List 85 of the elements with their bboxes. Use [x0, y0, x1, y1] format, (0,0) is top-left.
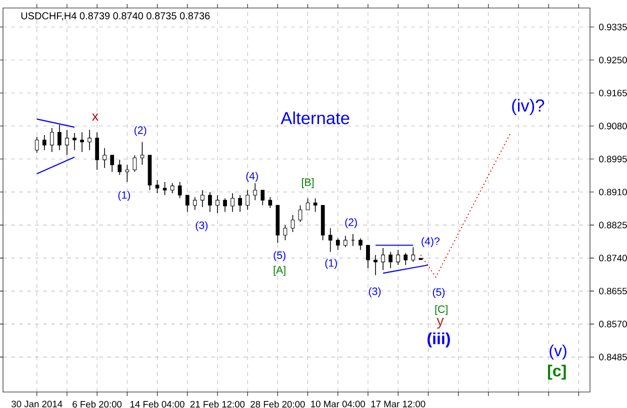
- candlestick: [268, 196, 272, 208]
- candlestick: [253, 182, 258, 201]
- annotation: (iv)?: [512, 98, 544, 116]
- annotation: (v): [550, 344, 566, 360]
- annotation: (5): [274, 251, 286, 262]
- candlestick: [366, 244, 370, 269]
- x-tick-label: 21 Feb 12:00: [190, 400, 245, 408]
- y-tick-label: 0.8570: [599, 320, 627, 328]
- candlestick: [102, 148, 107, 168]
- candlestick: [162, 182, 167, 196]
- candlestick: [230, 192, 234, 212]
- candlestick: [411, 246, 416, 262]
- annotation: [C]: [435, 305, 448, 316]
- candlestick: [110, 154, 114, 172]
- annotation: (4)?: [422, 237, 440, 248]
- y-tick-label: 0.9335: [599, 24, 627, 30]
- annotation: (2): [134, 126, 146, 136]
- candlestick: [34, 136, 39, 154]
- candlestick: [343, 236, 348, 248]
- candlestick: [388, 251, 392, 269]
- y-tick-label: 0.9250: [599, 56, 627, 64]
- candlestick: [42, 134, 46, 151]
- candlestick: [155, 180, 160, 194]
- candlestick: [238, 194, 242, 212]
- candlestick: [246, 190, 250, 210]
- candlestick: [283, 224, 288, 241]
- candlestick: [50, 128, 54, 152]
- annotation: [B]: [302, 178, 314, 188]
- annotation: (3): [368, 287, 381, 298]
- candlestick: [95, 132, 100, 170]
- candlestick: [192, 196, 197, 210]
- annotation: (5): [432, 288, 445, 298]
- candlestick: [65, 130, 69, 156]
- chart-title: USDCHF,H4 0.8739 0.8740 0.8735 0.8736: [21, 12, 210, 21]
- candlestick: [298, 204, 302, 222]
- candlestick: [358, 238, 362, 250]
- annotation: (4): [246, 172, 258, 182]
- annotation: (2): [345, 218, 357, 228]
- y-tick-label: 0.8655: [599, 288, 627, 294]
- y-tick-label: 0.8995: [599, 156, 627, 162]
- x-tick-label: 28 Feb 20:00: [250, 400, 305, 408]
- annotation: [A]: [274, 266, 286, 276]
- candlestick: [185, 194, 190, 212]
- candlestick: [200, 190, 204, 208]
- candlestick: [374, 254, 378, 276]
- candlestick: [313, 198, 318, 212]
- candlestick: [58, 124, 62, 151]
- annotation: (3): [196, 221, 208, 232]
- candlestick: [178, 182, 182, 199]
- annotation: y: [436, 318, 444, 329]
- y-tick-label: 0.8910: [599, 188, 627, 196]
- candlestick: [404, 252, 408, 266]
- annotation: (iii): [428, 332, 450, 348]
- x-tick-label: 14 Feb 04:00: [130, 400, 184, 408]
- candlestick: [290, 214, 295, 232]
- annotation: (1): [325, 258, 337, 269]
- y-tick-label: 0.8485: [599, 354, 627, 360]
- candlestick: [216, 194, 220, 214]
- candlestick: [328, 228, 332, 252]
- candlestick: [88, 130, 92, 151]
- y-tick-label: 0.9165: [599, 90, 627, 96]
- candlestick: [118, 159, 122, 176]
- candlestick: [223, 198, 227, 212]
- y-tick-label: 0.9080: [599, 122, 627, 130]
- candlestick: [336, 238, 340, 250]
- x-tick-label: 6 Feb 20:00: [72, 400, 122, 408]
- annotation: (1): [118, 190, 130, 201]
- candlestick: [80, 132, 84, 152]
- candlestick: [132, 154, 137, 172]
- annotation: x: [92, 114, 98, 121]
- candlestick: [72, 132, 76, 151]
- y-tick-label: 0.8740: [599, 254, 627, 262]
- y-tick-label: 0.8825: [599, 222, 627, 228]
- annotation: [c]: [548, 364, 566, 380]
- candlestick: [260, 190, 265, 206]
- candlestick: [306, 198, 310, 210]
- candlestick: [381, 248, 385, 270]
- x-tick-label: 30 Jan 2014: [12, 400, 62, 408]
- candlestick: [396, 249, 400, 266]
- candlestick: [208, 192, 212, 212]
- candlestick: [170, 182, 174, 194]
- annotation: Alternate: [280, 112, 350, 124]
- x-tick-label: 10 Mar 04:00: [311, 400, 366, 408]
- x-tick-label: 17 Mar 12:00: [371, 400, 426, 408]
- candlestick: [125, 164, 130, 182]
